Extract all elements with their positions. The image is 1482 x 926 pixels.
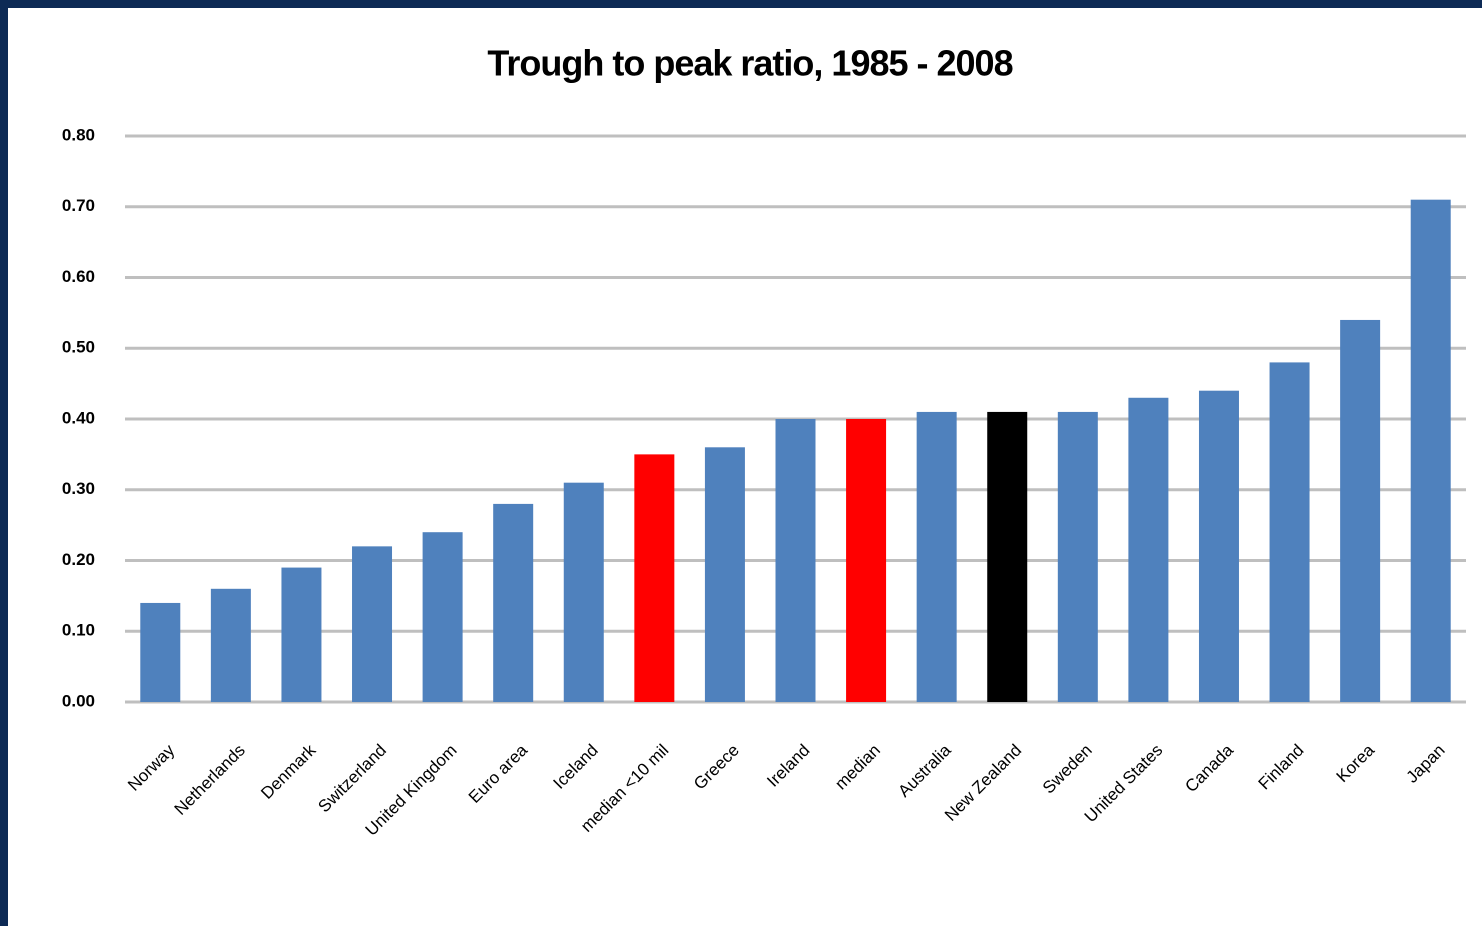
- bar: [987, 411, 1028, 702]
- bar: [634, 454, 675, 702]
- bar: [1057, 411, 1098, 702]
- bar: [775, 419, 816, 702]
- y-tick-label: 0.60: [62, 267, 95, 286]
- y-tick-label: 0.70: [62, 196, 95, 215]
- y-tick-label: 0.40: [62, 408, 95, 427]
- y-tick-label: 0.50: [62, 338, 95, 357]
- bar: [1340, 319, 1381, 702]
- bar: [1269, 362, 1310, 702]
- bar: [916, 411, 957, 702]
- bar: [846, 419, 887, 702]
- bar: [281, 567, 322, 702]
- bar: [563, 482, 604, 702]
- bar: [1128, 397, 1169, 702]
- y-tick-label: 0.20: [62, 550, 95, 569]
- y-tick-label: 0.30: [62, 479, 95, 498]
- y-tick-label: 0.00: [62, 691, 95, 710]
- bar: [1410, 199, 1451, 703]
- bar: [422, 532, 463, 702]
- chart-title: Trough to peak ratio, 1985 - 2008: [487, 43, 1012, 84]
- bar: [210, 588, 251, 702]
- bar: [140, 602, 181, 702]
- bar: [704, 447, 745, 702]
- y-tick-label: 0.80: [62, 125, 95, 144]
- bar: [493, 503, 534, 702]
- bar: [352, 546, 393, 702]
- y-tick-label: 0.10: [62, 621, 95, 640]
- chart-background: [8, 8, 1482, 926]
- bar: [1198, 390, 1239, 702]
